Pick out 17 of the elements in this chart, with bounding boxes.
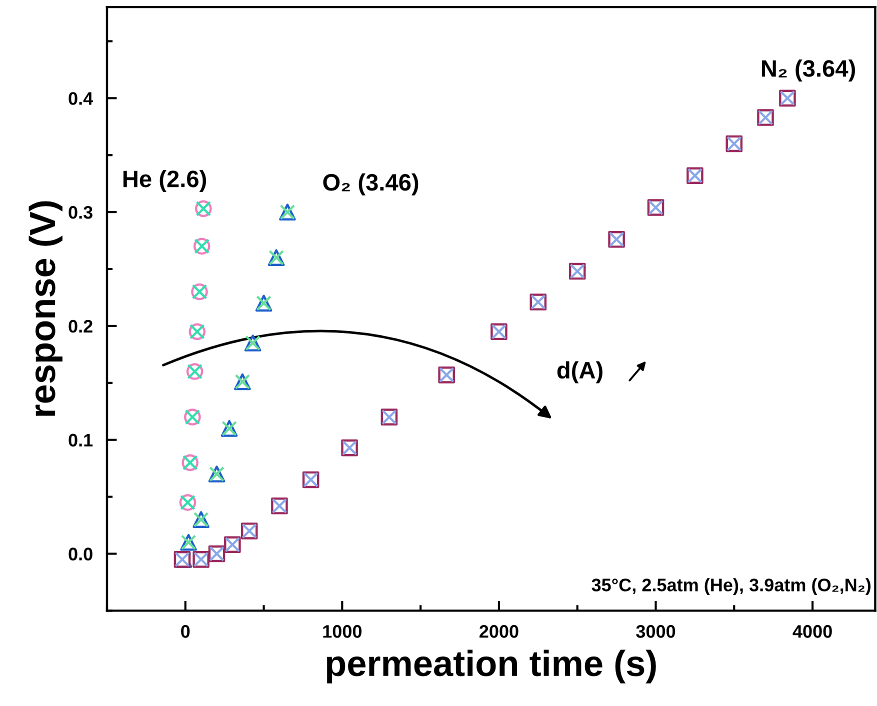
y-tick-label: 0.4 — [68, 92, 94, 105]
x-tick-label: 2000 — [480, 625, 518, 638]
x-tick-label: 0 — [181, 625, 190, 638]
y-tick-label: 0.2 — [68, 320, 92, 333]
annotation: d(A) — [557, 361, 602, 384]
annotation: 35°C, 2.5atm (He), 3.9atm (O₂,N₂) — [592, 578, 871, 595]
annotation: N₂ (3.64) — [762, 59, 855, 82]
annotation: He (2.6) — [123, 170, 206, 192]
x-tick-label: 1000 — [323, 625, 362, 638]
y-tick-label: 0.3 — [68, 206, 92, 219]
x-tick-label: 3000 — [636, 625, 676, 638]
x-tick-label: 4000 — [792, 625, 832, 638]
annotation: O₂ (3.46) — [323, 173, 418, 196]
y-axis-title: response (V) — [28, 201, 62, 416]
x-axis-title: permeation time (s) — [326, 650, 656, 684]
y-tick-label: 0.0 — [68, 548, 92, 560]
y-tick-label: 0.1 — [68, 434, 93, 447]
